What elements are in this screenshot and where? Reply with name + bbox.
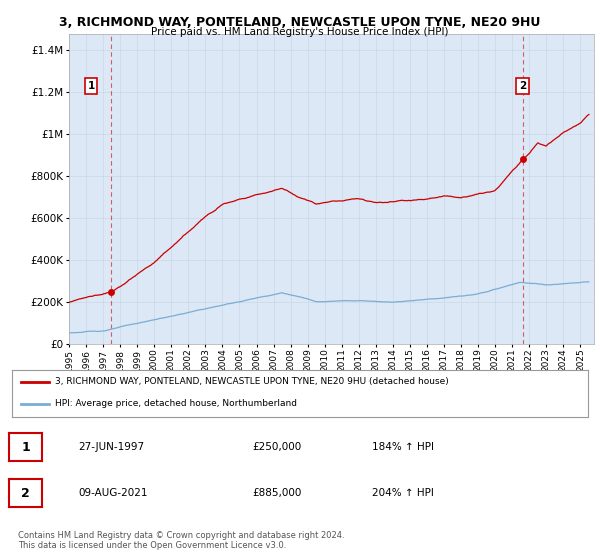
Text: 3, RICHMOND WAY, PONTELAND, NEWCASTLE UPON TYNE, NE20 9HU: 3, RICHMOND WAY, PONTELAND, NEWCASTLE UP… bbox=[59, 16, 541, 29]
Text: 3, RICHMOND WAY, PONTELAND, NEWCASTLE UPON TYNE, NE20 9HU (detached house): 3, RICHMOND WAY, PONTELAND, NEWCASTLE UP… bbox=[55, 377, 449, 386]
Text: 1: 1 bbox=[21, 441, 30, 454]
Text: 27-JUN-1997: 27-JUN-1997 bbox=[78, 442, 144, 452]
Text: 184% ↑ HPI: 184% ↑ HPI bbox=[372, 442, 434, 452]
Text: 1: 1 bbox=[88, 81, 95, 91]
Text: 204% ↑ HPI: 204% ↑ HPI bbox=[372, 488, 434, 498]
Text: 2: 2 bbox=[21, 487, 30, 500]
Text: Price paid vs. HM Land Registry's House Price Index (HPI): Price paid vs. HM Land Registry's House … bbox=[151, 27, 449, 37]
Text: £885,000: £885,000 bbox=[252, 488, 301, 498]
Text: £250,000: £250,000 bbox=[252, 442, 301, 452]
Text: 09-AUG-2021: 09-AUG-2021 bbox=[78, 488, 148, 498]
Text: HPI: Average price, detached house, Northumberland: HPI: Average price, detached house, Nort… bbox=[55, 399, 297, 408]
Text: 2: 2 bbox=[519, 81, 526, 91]
Text: Contains HM Land Registry data © Crown copyright and database right 2024.
This d: Contains HM Land Registry data © Crown c… bbox=[18, 530, 344, 550]
